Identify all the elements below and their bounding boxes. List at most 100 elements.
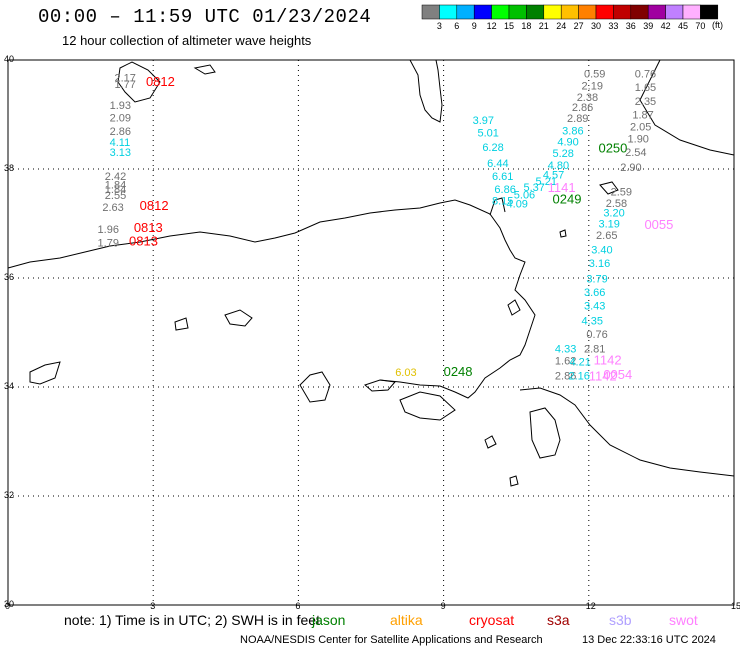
colorbar-swatch — [560, 4, 579, 20]
colorbar-label: 45 — [678, 21, 688, 31]
wave-height-label: 4.90 — [557, 137, 578, 149]
wave-height-label: 8.15 — [492, 195, 513, 207]
longitude-label: 6 — [295, 601, 301, 611]
latitude-label: 32 — [4, 490, 15, 500]
wave-height-label: 3.79 — [586, 273, 607, 285]
colorbar-label: 9 — [472, 21, 477, 31]
colorbar: 3 6 9 12 15 18 21 24 27 30 33 36 39 42 45 70 — [421, 4, 719, 31]
colorbar-label: 42 — [661, 21, 671, 31]
colorbar-label: 3 — [437, 21, 442, 31]
wave-height-label: 3.40 — [591, 244, 612, 256]
wave-height-label: 4.21 — [569, 357, 590, 369]
longitude-label: 3 — [150, 601, 156, 611]
wave-height-label: 2.55 — [105, 190, 126, 202]
pass-time-label: 1142 — [589, 368, 617, 383]
legend-cryosat: cryosat — [469, 612, 515, 628]
wave-height-label: 3.19 — [598, 218, 619, 230]
colorbar-swatch — [543, 4, 562, 20]
colorbar-label: 27 — [574, 21, 584, 31]
wave-height-label: 3.13 — [110, 147, 131, 159]
wave-height-label: 5.21 — [536, 176, 557, 188]
wave-height-label: 2.38 — [577, 92, 598, 104]
legend-altika: altika — [390, 612, 423, 628]
wave-height-label: 6.61 — [492, 171, 513, 183]
wave-height-label: 5.28 — [553, 148, 574, 160]
legend-jason: jason — [312, 612, 346, 628]
colorbar-label: 15 — [504, 21, 514, 31]
wave-height-label: 3.43 — [584, 301, 605, 313]
credit-line: NOAA/NESDIS Center for Satellite Applica… — [240, 634, 543, 646]
pass-time-label: 0813 — [129, 233, 158, 248]
wave-height-label: 1.84 — [105, 184, 126, 196]
wave-height-label: 1.77 — [114, 79, 135, 91]
wave-height-label: 2.58 — [606, 198, 627, 210]
colorbar-label: 24 — [556, 21, 566, 31]
map-title: 00:00 – 11:59 UTC 01/23/2024 — [38, 6, 372, 28]
wave-height-label: 4.11 — [110, 137, 131, 149]
colorbar-label: 18 — [521, 21, 531, 31]
wave-height-label: 1.93 — [110, 100, 131, 112]
wave-height-label: 1.87 — [632, 109, 653, 121]
colorbar-label: 12 — [487, 21, 497, 31]
wave-height-label: 0.76 — [635, 68, 656, 80]
wave-height-label: 3.20 — [603, 207, 624, 219]
wave-height-label: 4.09 — [507, 199, 528, 211]
wave-height-label: 0.59 — [584, 68, 605, 80]
wave-height-label: 1.90 — [628, 133, 649, 145]
pass-time-label: 0250 — [598, 141, 627, 156]
wave-height-label: 5.06 — [514, 189, 535, 201]
wave-height-label: 2.86 — [555, 370, 576, 382]
pass-time-label: 0812 — [146, 74, 175, 89]
colorbar-swatch — [700, 4, 719, 20]
longitude-label: 12 — [585, 601, 596, 611]
legend-swot: swot — [669, 612, 698, 628]
wave-height-label: 0.76 — [586, 329, 607, 341]
wave-height-label: 6.28 — [482, 142, 503, 154]
wave-height-label: 2.05 — [630, 121, 651, 133]
wave-height-label: 1.84 — [105, 180, 126, 192]
colorbar-label: 33 — [608, 21, 618, 31]
wave-height-label: 2.59 — [611, 187, 632, 199]
wave-height-label: 2.19 — [582, 80, 603, 92]
pass-time-label: 1141 — [548, 180, 576, 195]
wave-height-label: 4.57 — [543, 169, 564, 181]
longitude-label: 9 — [440, 601, 446, 611]
colorbar-swatch — [682, 4, 701, 20]
wave-height-label: 2.81 — [584, 344, 605, 356]
legend-s3b: s3b — [609, 612, 632, 628]
wave-height-labels: 2.171.77 08121.932.092.864.113.132.421.84… — [98, 68, 674, 383]
wave-height-label: 1.79 — [98, 237, 119, 249]
colorbar-unit: (ft) — [712, 20, 723, 30]
wave-height-label: 2.17 — [114, 72, 135, 84]
colorbar-swatch — [456, 4, 475, 20]
colorbar-swatch — [421, 4, 440, 20]
coastline — [7, 59, 735, 487]
wave-height-label: 2.89 — [567, 113, 588, 125]
timestamp: 13 Dec 22:33:16 UTC 2024 — [582, 634, 716, 646]
colorbar-label: 6 — [454, 21, 459, 31]
colorbar-swatch — [526, 4, 545, 20]
colorbar-swatch — [630, 4, 649, 20]
colorbar-swatch — [578, 4, 597, 20]
latitude-label: 34 — [4, 381, 15, 391]
colorbar-swatch — [647, 4, 666, 20]
latitude-label: 30 — [4, 599, 15, 609]
wave-height-label: 6.86 — [494, 184, 515, 196]
colorbar-swatch — [595, 4, 614, 20]
pass-time-label: 0249 — [553, 191, 582, 206]
wave-height-label: 5.01 — [477, 127, 498, 139]
wave-height-label: 2.90 — [620, 162, 641, 174]
longitude-label: 0 — [5, 601, 11, 611]
wave-height-label: 3.97 — [473, 115, 494, 127]
wave-height-label: 2.54 — [625, 147, 646, 159]
wave-height-label: 2.65 — [596, 230, 617, 242]
wave-height-label: 5.37 — [523, 182, 544, 194]
wave-height-label: 2.35 — [635, 96, 656, 108]
longitude-label: 15 — [731, 601, 740, 611]
pass-time-label: 1142 — [594, 353, 622, 368]
wave-height-label: 2.42 — [105, 171, 126, 183]
map-frame — [7, 59, 735, 606]
lat-lon-grid — [8, 60, 734, 605]
pass-time-label: 0813 — [134, 220, 163, 235]
wave-height-label: 4.35 — [582, 315, 603, 327]
